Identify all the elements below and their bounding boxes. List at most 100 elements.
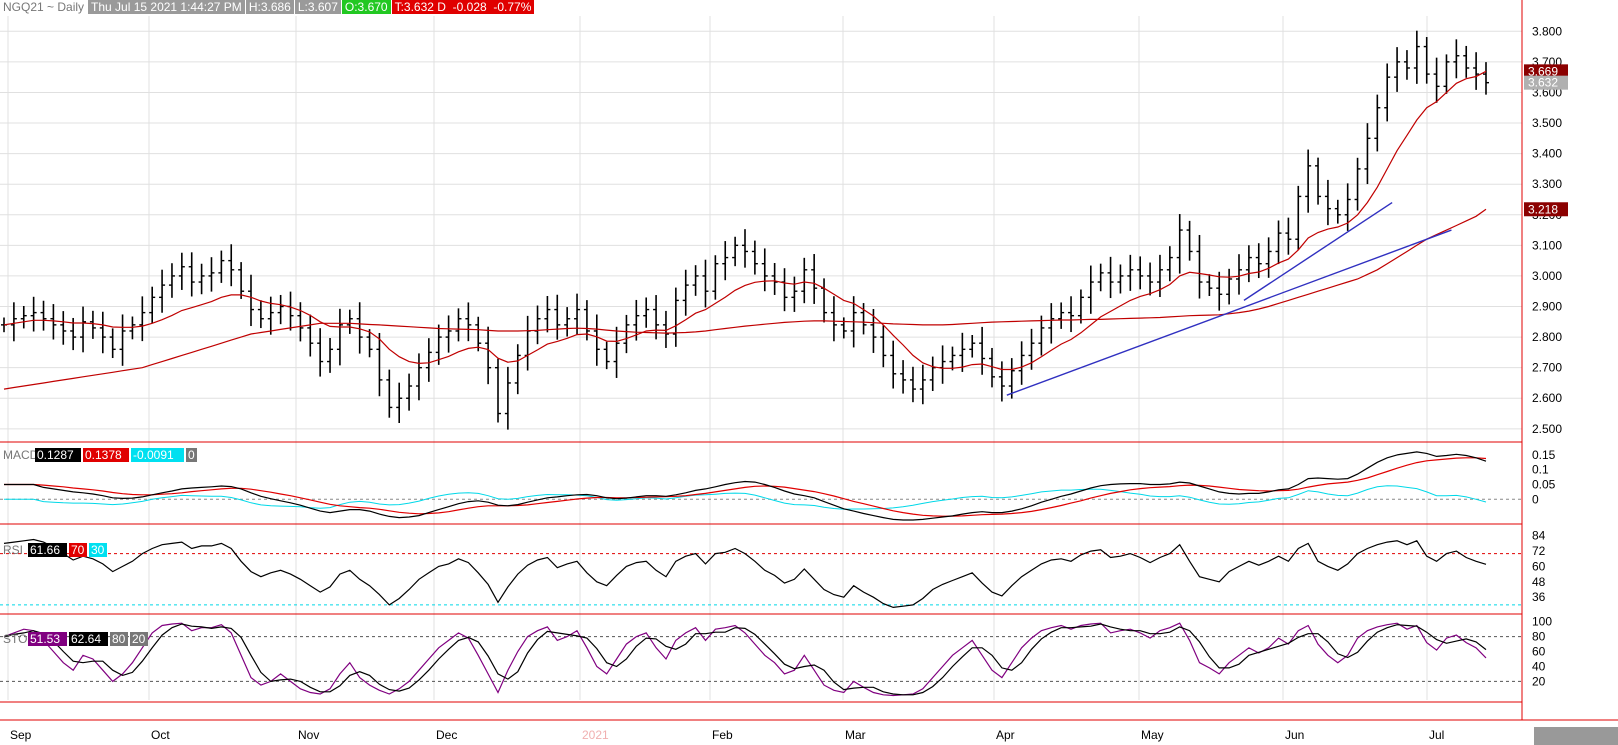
price-bar <box>791 276 798 312</box>
price-bar <box>159 269 166 313</box>
legend-text: 62.64 <box>71 632 101 646</box>
price-bar <box>1324 179 1331 226</box>
price-bar <box>633 299 640 341</box>
last-value-label: 3.669 <box>1528 64 1558 78</box>
price-tick-label: 2.900 <box>1532 300 1562 314</box>
legend-chip <box>28 543 67 557</box>
price-bar <box>722 241 729 281</box>
sto-d-line <box>3 623 1487 696</box>
price-bar <box>672 287 679 347</box>
price-bar <box>524 315 531 371</box>
trendline-1 <box>1006 229 1452 396</box>
macd-histogram-line <box>4 485 1487 510</box>
price-bar <box>1137 256 1144 290</box>
price-bar <box>1374 94 1381 152</box>
datetime-label: Thu Jul 15 2021 1:44:27 PM <box>88 0 245 14</box>
price-bar <box>1038 315 1045 356</box>
month-label: Sep <box>10 728 32 742</box>
price-bar <box>1433 57 1440 103</box>
price-bar <box>1147 262 1154 296</box>
price-bar <box>514 344 521 395</box>
legend-text: 20 <box>132 632 146 646</box>
last-value-box: 3.669 <box>1524 64 1568 79</box>
price-bar <box>702 259 709 308</box>
price-bar <box>1413 30 1420 84</box>
last-value-bg <box>1524 202 1568 217</box>
price-tick-label: 3.100 <box>1532 238 1562 252</box>
price-bar <box>1186 220 1193 261</box>
change-pct-value: -0.77% <box>493 0 532 14</box>
price-bar <box>830 296 837 342</box>
last-value-label: 3.632 <box>1528 76 1558 90</box>
price-bar <box>1483 62 1489 95</box>
sto-pane <box>0 622 1522 697</box>
legend-text: MACD <box>3 448 39 462</box>
price-bar <box>1018 341 1025 385</box>
last-value-label: 3.218 <box>1528 202 1558 216</box>
legend-chip <box>69 543 87 557</box>
rsi-tick-label: 36 <box>1532 590 1546 604</box>
rsi-tick-label: 48 <box>1532 575 1546 589</box>
month-label: Oct <box>151 728 170 742</box>
legend-chip <box>83 448 129 462</box>
price-bar <box>544 295 551 333</box>
price-bar <box>623 314 630 354</box>
price-bar <box>1058 302 1065 329</box>
price-bar <box>188 252 195 297</box>
price-tick-label: 3.500 <box>1532 116 1562 130</box>
legend-chip <box>89 543 107 557</box>
price-bar <box>564 307 571 337</box>
price-tick-label: 3.800 <box>1532 24 1562 38</box>
price-bar <box>60 311 67 345</box>
close-value: T:3.632 D <box>394 0 446 14</box>
rsi-pane <box>0 538 1522 609</box>
legend-chip <box>28 632 67 646</box>
price-bar <box>1087 265 1094 314</box>
legend-text: -0.0091 <box>133 448 174 462</box>
high-label: H:3.686 <box>245 0 294 14</box>
price-tick-label: 2.700 <box>1532 361 1562 375</box>
price-bar <box>732 236 739 267</box>
price-bar <box>1305 149 1312 213</box>
price-bar <box>662 310 669 348</box>
price-bar <box>900 360 907 394</box>
low-label: L:3.607 <box>294 0 341 14</box>
price-bar <box>1196 234 1203 299</box>
sto-tick-label: 80 <box>1532 630 1546 644</box>
legend-chip <box>186 448 197 462</box>
month-label: Jun <box>1285 728 1304 742</box>
price-bar <box>40 300 47 331</box>
price-tick-label: 3.300 <box>1532 177 1562 191</box>
price-bar <box>396 382 403 423</box>
sto-k-line <box>3 622 1487 697</box>
legend-text: 0.1378 <box>85 448 122 462</box>
legend-text: 51.53 <box>30 632 60 646</box>
price-bar <box>1463 45 1470 78</box>
price-bar <box>327 338 334 373</box>
price-bar <box>712 255 719 300</box>
price-tick-label: 3.400 <box>1532 147 1562 161</box>
price-tick-label: 2.600 <box>1532 391 1562 405</box>
rsi-line <box>3 538 1487 609</box>
legend-text: STO <box>3 632 27 646</box>
legend-chip <box>69 632 108 646</box>
price-bar <box>80 306 87 353</box>
price-bar <box>880 325 887 368</box>
sto-tick-label: 20 <box>1532 674 1546 688</box>
price-bar <box>821 278 828 323</box>
rsi-tick-label: 72 <box>1532 544 1546 558</box>
price-bar <box>455 308 462 342</box>
price-bar <box>109 328 116 359</box>
price-bar <box>257 300 264 329</box>
price-tick-label: 2.800 <box>1532 330 1562 344</box>
price-bar <box>1077 289 1084 324</box>
month-label: Apr <box>996 728 1015 742</box>
price-bar <box>386 369 393 418</box>
price-bar <box>1166 246 1173 282</box>
price-bar <box>30 296 37 332</box>
price-bar <box>909 366 916 403</box>
price-bar <box>149 286 156 324</box>
price-bar <box>129 316 136 340</box>
